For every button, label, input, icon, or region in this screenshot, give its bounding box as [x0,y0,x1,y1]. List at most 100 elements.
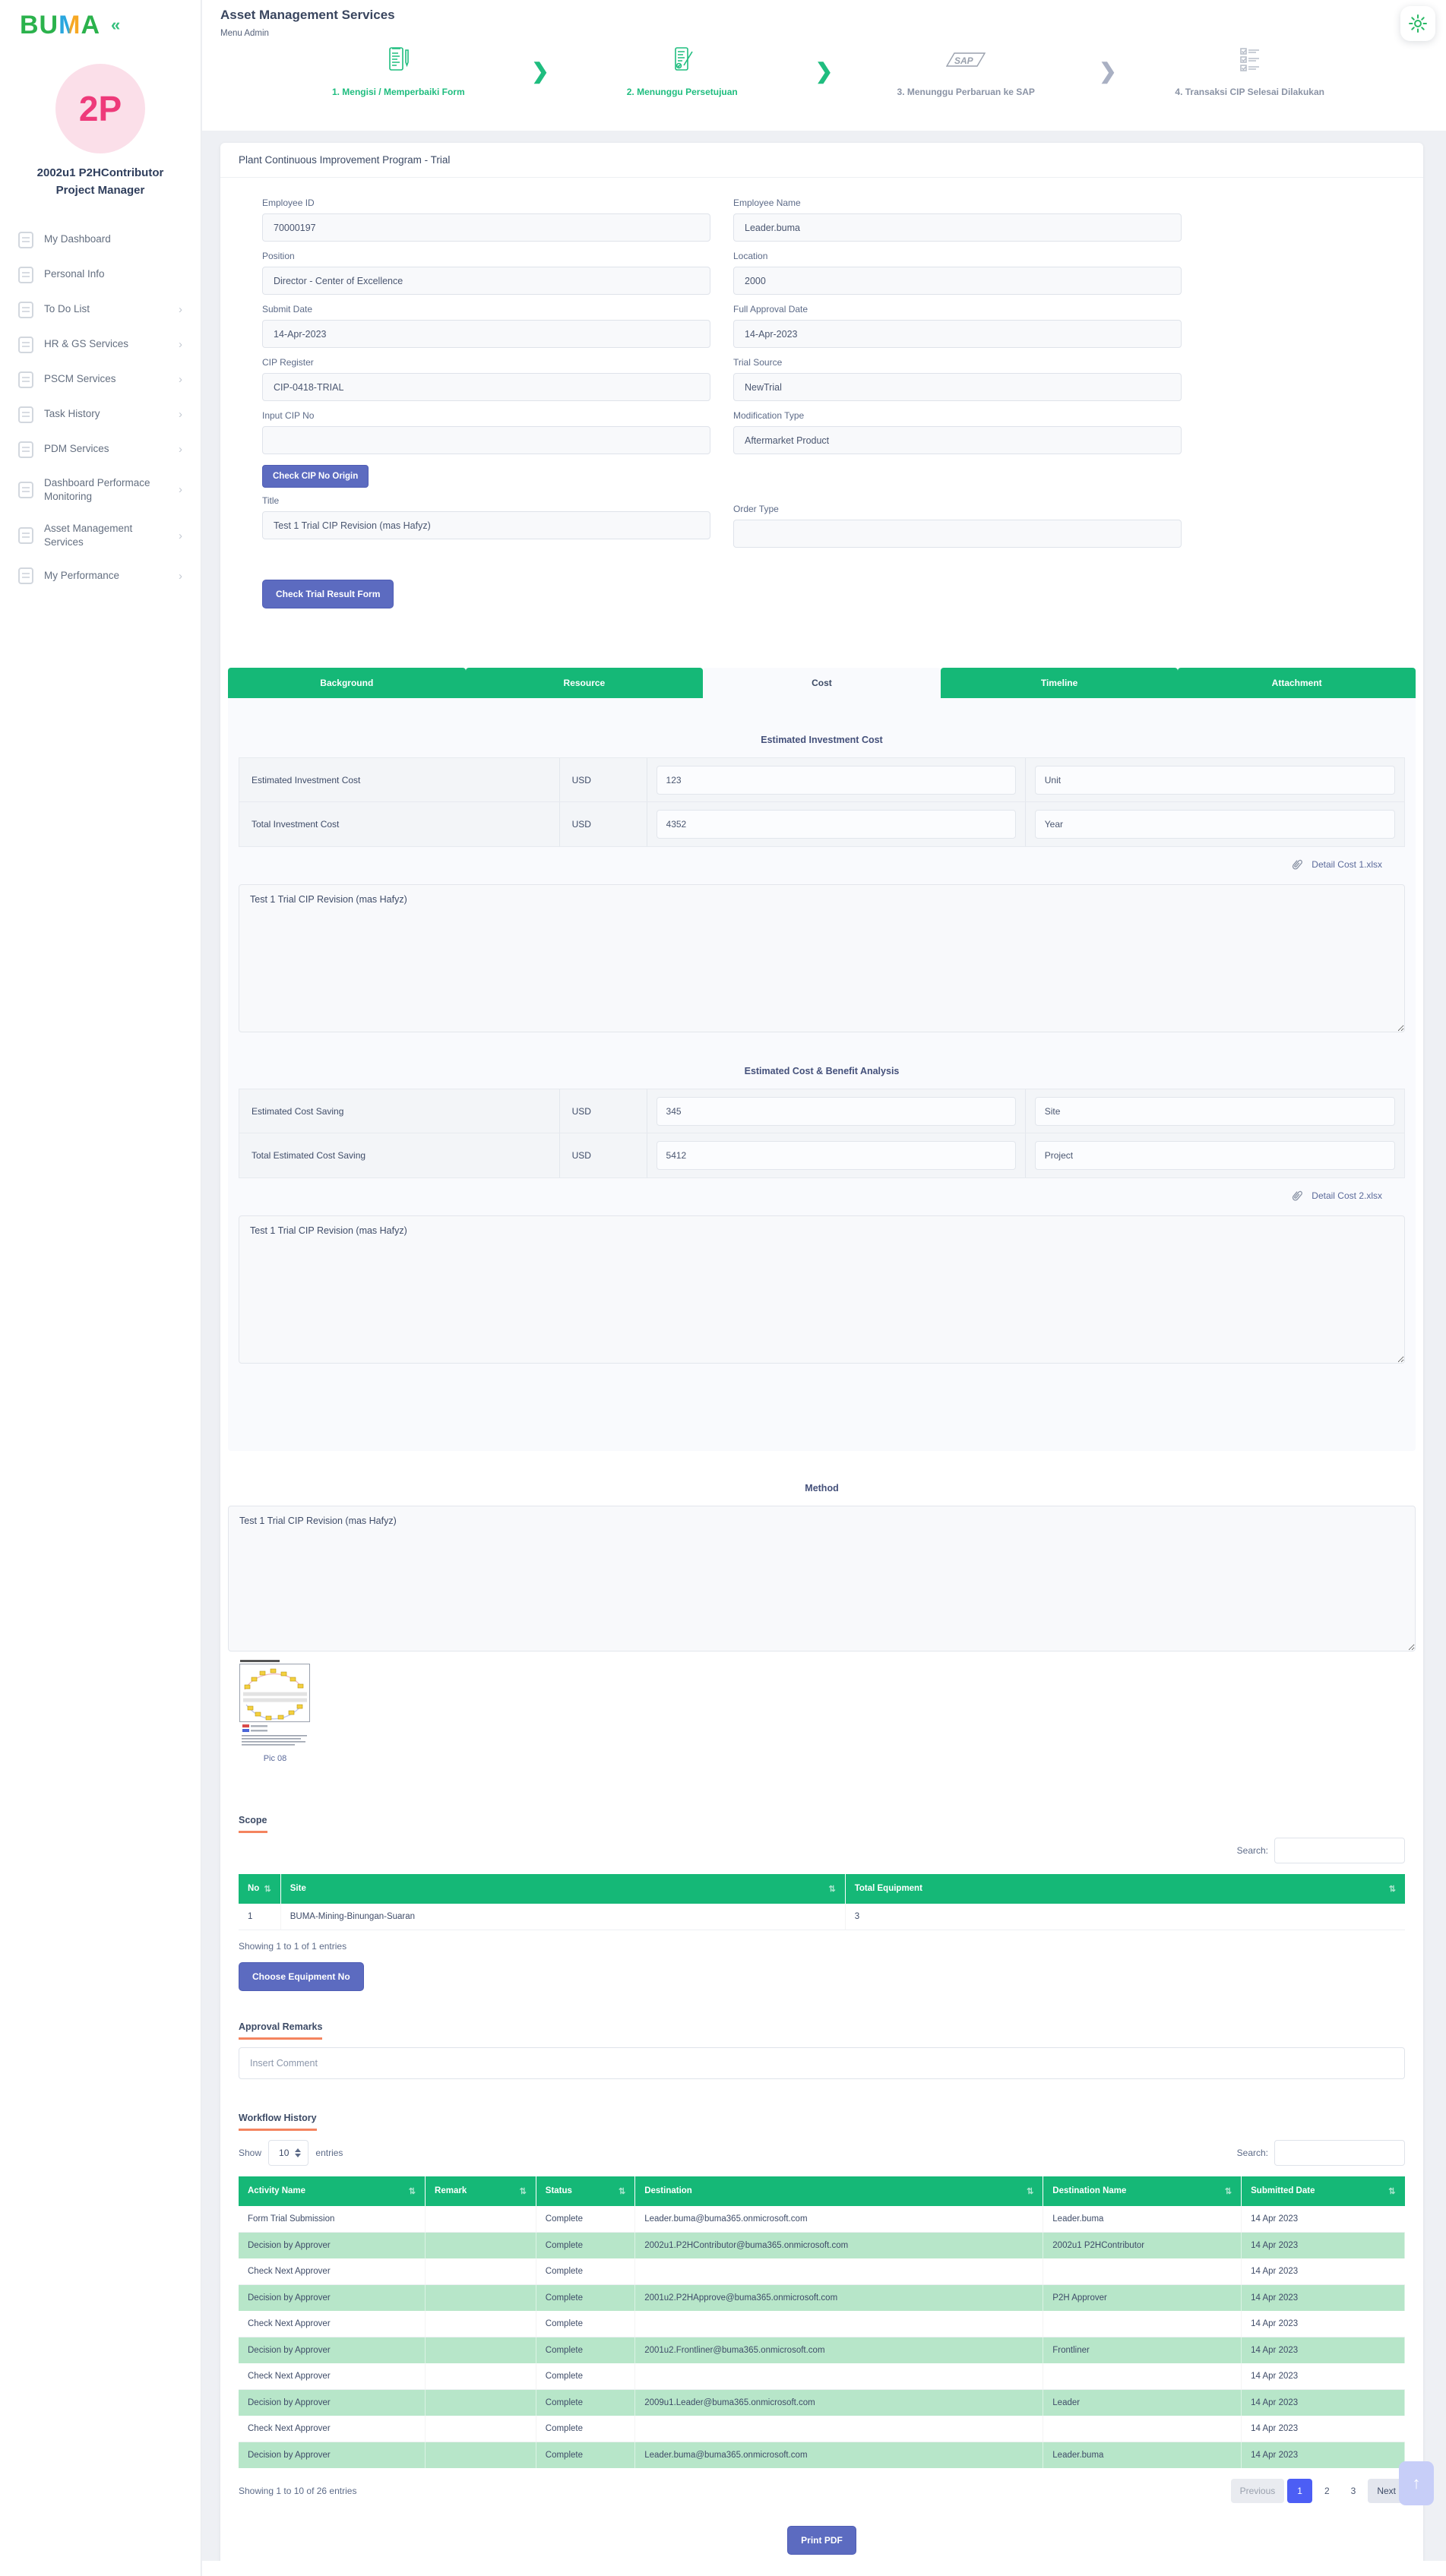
sidebar-item[interactable]: My Performance › [12,558,188,593]
order-type-input[interactable] [733,520,1182,548]
form-right-column: Employee Name Location Full Approval Dat… [733,198,1182,557]
column-header[interactable]: Status ⇅ [536,2176,636,2206]
cost-unit-input[interactable] [1034,1096,1395,1126]
tab-resource[interactable]: Resource [465,668,704,698]
table-row: Form Trial Submission Complete Leader.bu… [239,2206,1405,2233]
scope-search-input[interactable] [1274,1838,1405,1863]
sidebar-item-label: My Performance [44,570,120,582]
page-size-select[interactable]: 10 [268,2140,309,2166]
sort-icon: ⇅ [1388,2187,1396,2196]
sidebar-item[interactable]: HR & GS Services › [12,327,188,362]
table-row: Decision by Approver Complete 2002u1.P2H… [239,2232,1405,2258]
sidebar: BUMA « 2P 2002u1 P2HContributor Project … [0,0,201,2576]
workflow-history-section: Workflow History Show 10 entries Search: [239,2111,1405,2503]
employee-name-input[interactable] [733,213,1182,242]
print-pdf-button[interactable]: Print PDF [787,2526,856,2555]
cost-value-input[interactable] [656,1096,1016,1126]
tab-background[interactable]: Background [228,668,466,698]
method-textarea[interactable]: Test 1 Trial CIP Revision (mas Hafyz) [228,1506,1416,1651]
chevron-right-icon: › [179,483,182,497]
sidebar-item[interactable]: PDM Services › [12,432,188,467]
cost-row: Estimated Cost Saving USD [239,1089,1404,1133]
entries-label: entries [315,2148,343,2158]
table-row: Check Next Approver Complete 14 Apr 2023 [239,2311,1405,2337]
user-role: Project Manager [55,184,145,198]
sort-icon: ⇅ [1224,2187,1232,2196]
detail-cost-1-link[interactable]: Detail Cost 1.xlsx [1312,859,1382,870]
column-header[interactable]: Site ⇅ [280,1874,846,1904]
submit-date-input[interactable] [262,320,710,348]
check-cip-no-origin-button[interactable]: Check CIP No Origin [262,465,369,488]
location-field: Location [733,251,1182,295]
settings-button[interactable] [1400,6,1435,41]
column-header[interactable]: Total Equipment ⇅ [845,1874,1405,1904]
tab-cost[interactable]: Cost [703,668,941,698]
input-cip-no-input[interactable] [262,426,710,454]
card-title: Plant Continuous Improvement Program - T… [220,143,1423,178]
step-arrow-icon: ❯ [1099,59,1117,83]
detail-cost-2-link[interactable]: Detail Cost 2.xlsx [1312,1190,1382,1201]
cost-value-input[interactable] [656,810,1016,839]
hr-gs-services-icon [18,336,33,353]
scope-table: No ⇅ Site ⇅ Total Equipment ⇅ 1 BUMA-Mining… [239,1874,1405,1930]
method-section-title: Method [805,1483,839,1493]
pagination-page-1[interactable]: 1 [1287,2479,1312,2503]
pagination-previous[interactable]: Previous [1230,2479,1285,2503]
trial-source-input[interactable] [733,373,1182,401]
tab-attachment[interactable]: Attachment [1178,668,1416,698]
workflow-search-input[interactable] [1274,2140,1405,2166]
sidebar-item[interactable]: Dashboard Performace Monitoring › [12,467,188,513]
cost-unit-input[interactable] [1034,810,1395,839]
cost-unit-input[interactable] [1034,1141,1395,1170]
sidebar-item[interactable]: My Dashboard [12,223,188,258]
employee-id-input[interactable] [262,213,710,242]
buma-logo: BUMA [20,11,100,40]
investment-note-textarea[interactable]: Test 1 Trial CIP Revision (mas Hafyz) [239,884,1405,1032]
column-header[interactable]: No ⇅ [239,1874,281,1904]
benefit-cost-table: Estimated Cost Saving USD Total Estimate… [239,1089,1405,1178]
title-input[interactable] [262,511,710,539]
sidebar-item[interactable]: PSCM Services › [12,362,188,397]
cost-value-input[interactable] [656,765,1016,795]
column-header[interactable]: Destination ⇅ [634,2176,1044,2206]
column-header[interactable]: Destination Name ⇅ [1043,2176,1242,2206]
full-approval-date-input[interactable] [733,320,1182,348]
column-header[interactable]: Remark ⇅ [425,2176,536,2206]
sidebar-item-label: Asset Management Services [44,522,133,548]
form-icon [389,47,410,71]
cip-form-card: Plant Continuous Improvement Program - T… [220,143,1423,2576]
pagination-next[interactable]: Next [1368,2479,1405,2503]
step-4-cip-done: 4. Transaksi CIP Selesai Dilakukan [1122,44,1378,97]
pagination-page-3[interactable]: 3 [1350,2486,1356,2496]
sidebar-item[interactable]: Task History › [12,397,188,432]
column-header[interactable]: Submitted Date ⇅ [1241,2176,1405,2206]
sidebar-item-label: Dashboard Performace Monitoring [44,476,150,502]
sidebar-item[interactable]: Personal Info [12,258,188,292]
scroll-to-top-button[interactable]: ↑ [1399,2461,1434,2505]
scope-table-header: No ⇅ Site ⇅ Total Equipment ⇅ [239,1874,1405,1904]
choose-equipment-no-button[interactable]: Choose Equipment No [239,1962,364,1991]
sidebar-item[interactable]: To Do List › [12,292,188,327]
user-name: 2002u1 P2HContributor [36,166,164,179]
pagination-page-2[interactable]: 2 [1324,2486,1330,2496]
cost-value-input[interactable] [656,1141,1016,1170]
title-field: Title [262,495,710,539]
tab-timeline[interactable]: Timeline [940,668,1179,698]
sidebar-collapse-icon[interactable]: « [111,15,121,34]
cost-unit-input[interactable] [1034,765,1395,795]
cip-register-input[interactable] [262,373,710,401]
show-label: Show [239,2148,262,2158]
benefit-note-textarea[interactable]: Test 1 Trial CIP Revision (mas Hafyz) [239,1215,1405,1364]
sort-icon: ⇅ [828,1885,836,1894]
column-header[interactable]: Activity Name ⇅ [239,2176,426,2206]
approval-comment-input[interactable] [239,2047,1405,2079]
dashboard-monitoring-icon [18,481,33,498]
sort-icon: ⇅ [1027,2187,1034,2196]
position-input[interactable] [262,267,710,295]
sidebar-item[interactable]: Asset Management Services › [12,513,188,558]
method-picture-thumbnail[interactable]: Pic 08 [239,1659,312,1763]
location-input[interactable] [733,267,1182,295]
check-trial-result-form-button[interactable]: Check Trial Result Form [262,580,394,608]
modification-type-input[interactable] [733,426,1182,454]
investment-section-title: Estimated Investment Cost [761,735,883,745]
